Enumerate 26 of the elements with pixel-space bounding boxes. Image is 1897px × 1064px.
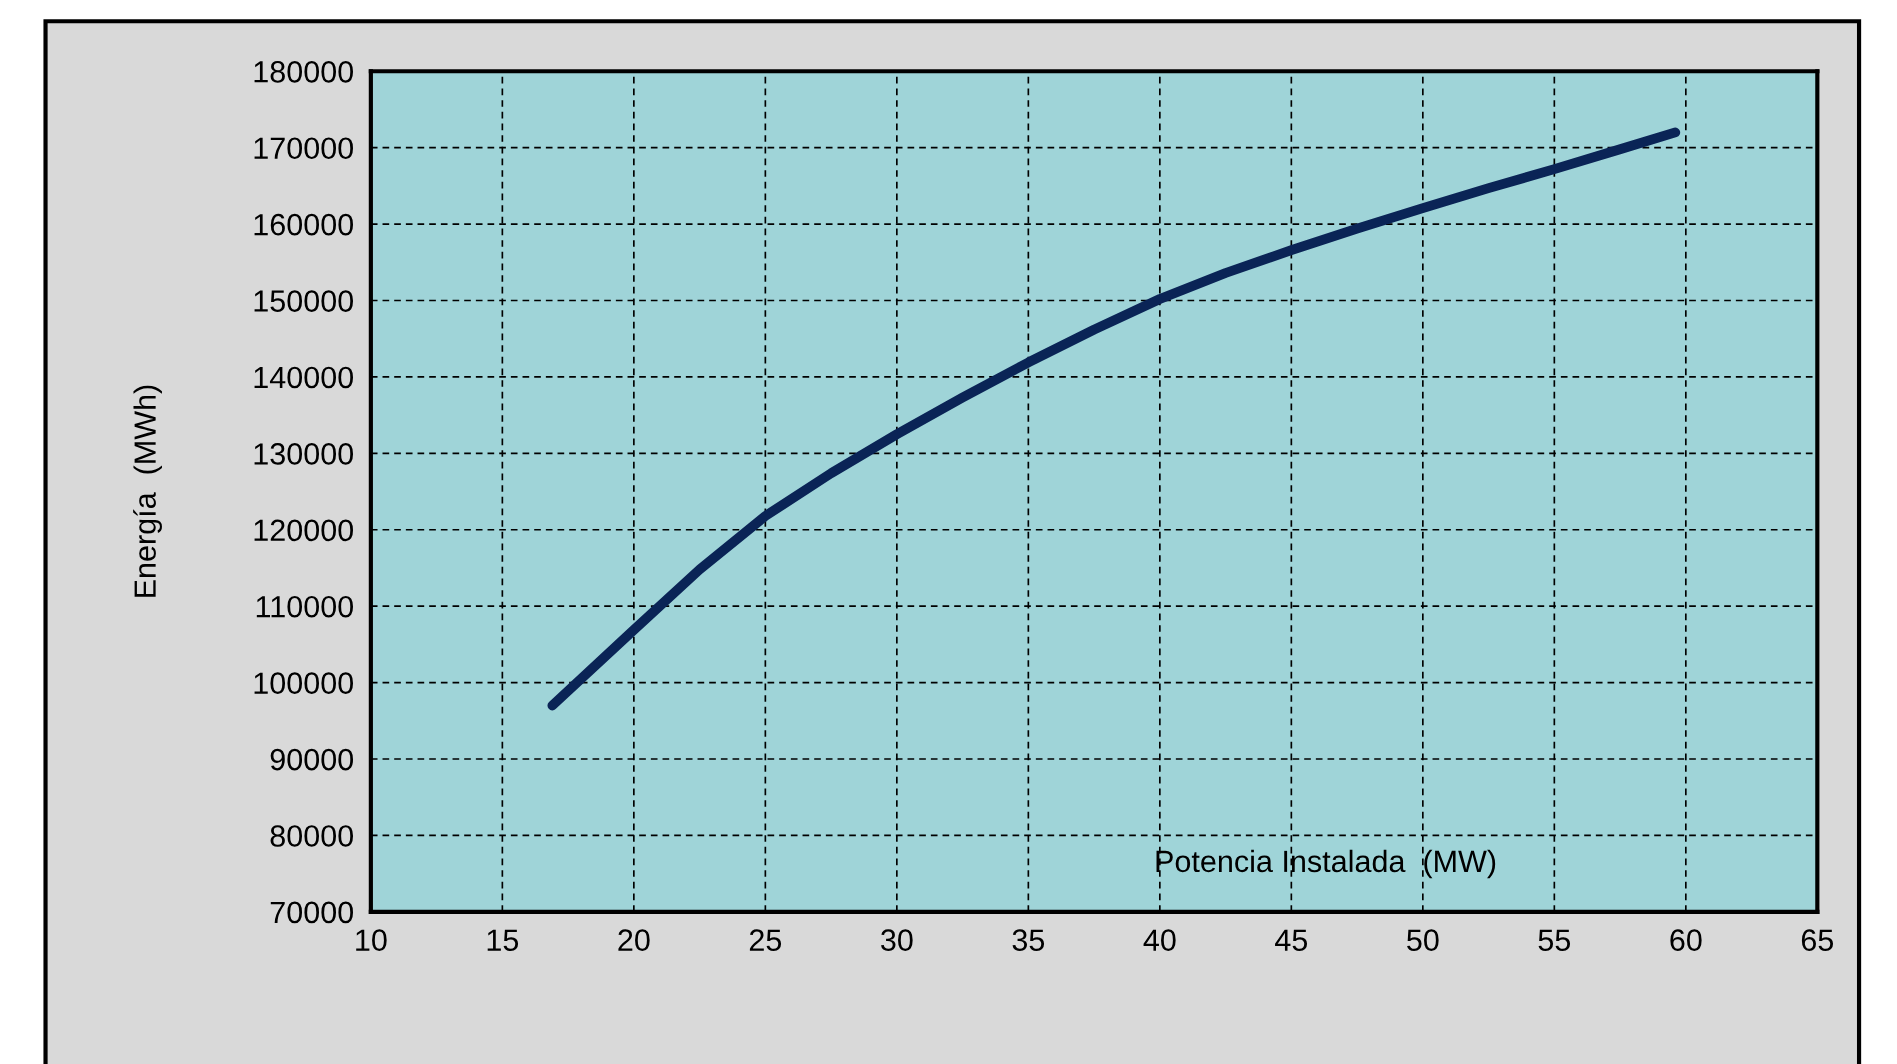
y-tick-label: 140000 bbox=[254, 366, 354, 389]
y-tick-label: 150000 bbox=[254, 290, 354, 312]
y-tick-label: 110000 bbox=[256, 595, 354, 618]
x-tick-label: 60 bbox=[1670, 929, 1702, 951]
x-tick-label: 45 bbox=[1275, 929, 1308, 951]
x-tick-label: 20 bbox=[618, 929, 650, 951]
x-axis-title: Potencia Instalada (MW) bbox=[1156, 849, 1496, 879]
x-tick-label: 10 bbox=[356, 929, 387, 951]
y-tick-label: 160000 bbox=[254, 213, 354, 236]
y-tick-label: 170000 bbox=[254, 137, 354, 160]
x-tick-label: 40 bbox=[1143, 929, 1176, 951]
x-tick-label: 65 bbox=[1801, 929, 1834, 951]
y-tick-label: 90000 bbox=[270, 748, 354, 771]
y-axis-title: Energía (MWh) bbox=[133, 385, 162, 597]
x-tick-label: 25 bbox=[749, 929, 782, 951]
y-tick-label: 100000 bbox=[254, 672, 354, 694]
x-tick-label: 50 bbox=[1407, 929, 1439, 951]
y-tick-label: 180000 bbox=[254, 61, 354, 83]
x-tick-label: 15 bbox=[487, 929, 519, 951]
x-tick-label: 35 bbox=[1012, 929, 1045, 951]
x-tick-label: 55 bbox=[1538, 929, 1571, 951]
y-tick-label: 70000 bbox=[270, 901, 354, 924]
x-tick-label: 30 bbox=[881, 929, 913, 951]
y-tick-label: 130000 bbox=[254, 443, 354, 465]
y-tick-label: 120000 bbox=[254, 519, 354, 542]
y-tick-label: 80000 bbox=[270, 825, 354, 847]
